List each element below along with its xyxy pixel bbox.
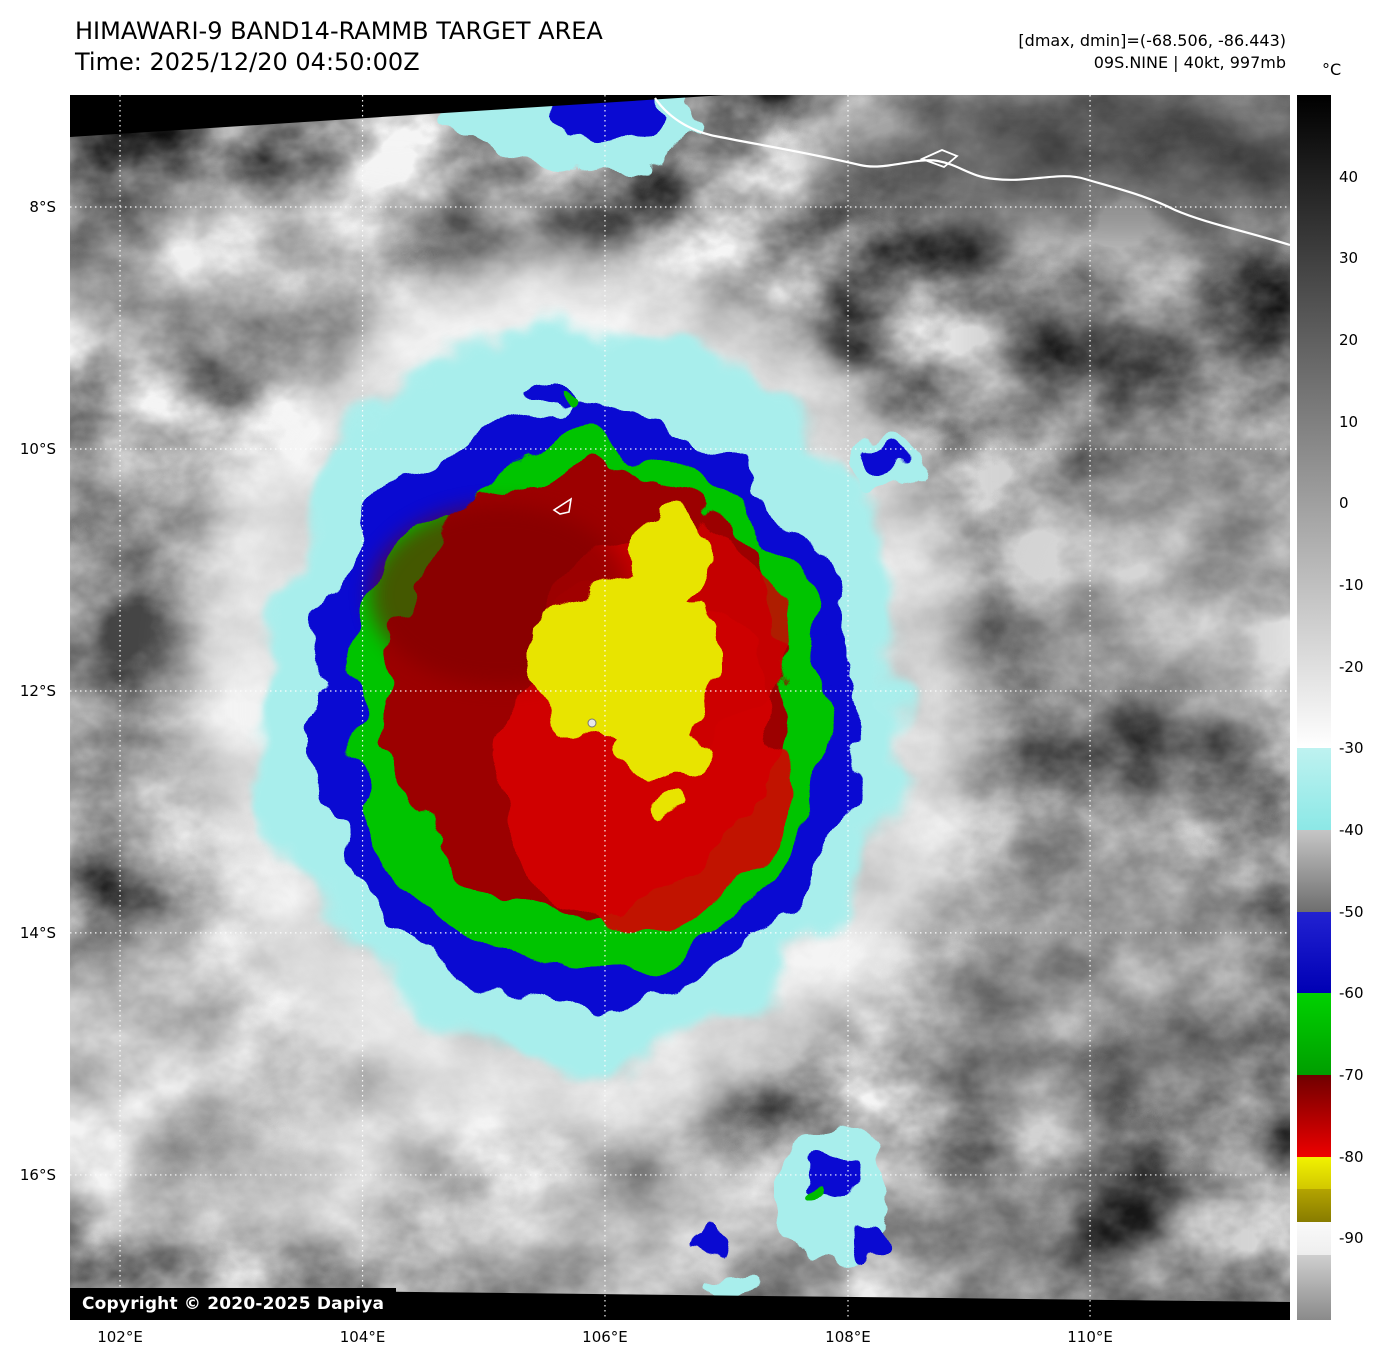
latitude-axis: 8°S 10°S 12°S 14°S 16°S [0,95,62,1320]
colorbar-tick-label: -40 [1339,821,1364,839]
colorbar-tick-label: 40 [1339,167,1359,186]
colorbar-tick-label: -50 [1339,902,1364,921]
colorbar-tick-label: 10 [1339,412,1359,431]
colorbar-tick-label: -10 [1339,576,1364,594]
lon-tick-label: 106°E [582,1328,628,1346]
colorbar-tick-label: 20 [1339,331,1359,349]
dmax-dmin-readout: [dmax, dmin]=(-68.506, -86.443) [1018,31,1286,50]
lon-tick-label: 102°E [97,1328,143,1346]
colorbar-segment [1297,1075,1331,1157]
lat-tick-label: 12°S [19,681,56,700]
storm-info: 09S.NINE | 40kt, 997mb [1093,53,1286,73]
lat-tick-label: 10°S [19,440,56,459]
colorbar-tick-label: -20 [1339,657,1364,676]
colorbar-segment [1297,1156,1331,1190]
copyright-banner: Copyright © 2020-2025 Dapiya [70,1288,397,1320]
colorbar-segment [1297,95,1331,749]
colorbar-tick-label: -90 [1339,1229,1364,1248]
colorbar-segment [1297,830,1331,912]
satellite-map: Copyright © 2020-2025 Dapiya [70,95,1290,1320]
header: HIMAWARI-9 BAND14-RAMMB TARGET AREA Time… [75,16,603,78]
colorbar-unit-label: °C [1322,60,1342,79]
lat-tick-label: 8°S [29,197,56,216]
coastline [654,97,1290,247]
yellow-core [532,509,724,817]
header-right: [dmax, dmin]=(-68.506, -86.443) 09S.NINE… [1018,30,1286,75]
lat-tick-label: 16°S [19,1165,56,1184]
colorbar-tick-label: 30 [1339,249,1359,268]
lon-tick-label: 104°E [339,1328,386,1346]
colorbar-tick-label: -70 [1339,1066,1364,1084]
lon-tick-label: 110°E [1067,1328,1113,1346]
satellite-image [70,95,1290,1320]
colorbar-tick-labels: 40 30 20 10 0 -10 -20 -30 -40 -50 -60 -70 -80 -90 [1339,95,1387,1320]
center-marker [552,497,597,728]
gridlines [70,95,1290,1320]
lon-tick-label: 108°E [825,1328,871,1346]
colorbar-tick-label: -60 [1339,984,1364,1003]
timestamp: Time: 2025/12/20 04:50:00Z [75,48,420,77]
scattered-cold-cells [435,95,918,1299]
colorbar-segment [1297,993,1331,1075]
colorbar-segment [1297,1222,1331,1255]
colorbar-tick-label: -30 [1339,739,1364,758]
colorbar-segment [1297,911,1331,994]
colorbar-tick-label: 0 [1339,494,1349,513]
colorbar-tick-label: -80 [1339,1147,1364,1166]
colorbar-segment [1297,748,1331,830]
colorbar-segment [1297,1189,1331,1222]
page-title: HIMAWARI-9 BAND14-RAMMB TARGET AREA [75,17,603,45]
lat-tick-label: 14°S [19,923,56,942]
colorbar [1297,95,1331,1320]
colorbar-segment [1297,1254,1331,1320]
longitude-axis: 102°E 104°E 106°E 108°E 110°E [70,1328,1290,1352]
